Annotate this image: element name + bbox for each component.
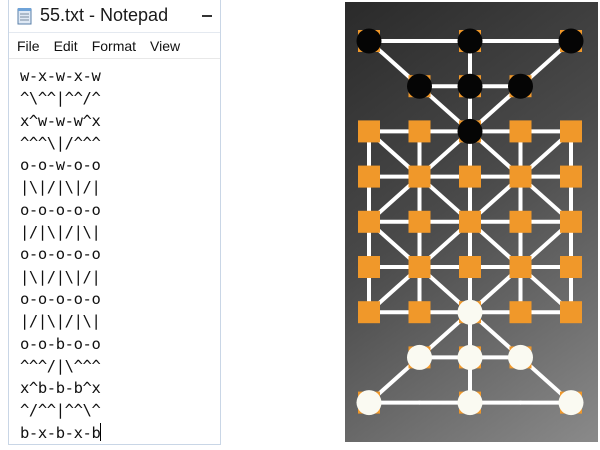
board-graphic — [356, 28, 584, 416]
last-line-text: b-x-b-x-b — [20, 423, 101, 442]
text-line: |\|/|\|/| — [20, 178, 101, 197]
empty-point — [408, 301, 431, 324]
empty-point — [509, 256, 532, 278]
text-line: o-o-o-o-o — [20, 200, 101, 219]
text-line: |/|\|/|\| — [20, 223, 101, 242]
black-piece — [508, 73, 533, 99]
empty-point — [509, 210, 532, 233]
empty-point — [408, 165, 431, 188]
white-piece — [558, 390, 584, 416]
black-piece — [407, 73, 432, 99]
text-line: ^\^^|^^/^ — [20, 89, 101, 108]
text-editor[interactable]: w-x-w-x-w ^\^^|^^/^ x^w-w-w^x ^^^\|/^^^ … — [9, 60, 220, 444]
white-piece — [356, 390, 382, 416]
empty-point — [408, 210, 431, 233]
minimize-button[interactable] — [198, 6, 216, 24]
menu-edit[interactable]: Edit — [53, 37, 78, 54]
game-board[interactable] — [345, 2, 598, 442]
text-line: b-x-b-x-b — [20, 422, 220, 444]
black-piece — [457, 73, 483, 99]
white-piece — [508, 344, 533, 370]
text-line: x^w-w-w^x — [20, 111, 101, 130]
empty-point — [509, 301, 532, 324]
white-piece — [407, 344, 432, 370]
empty-point — [509, 165, 532, 188]
empty-point — [408, 120, 431, 143]
black-piece — [558, 28, 584, 54]
notepad-icon — [17, 8, 32, 25]
text-line: ^^^/|\^^^ — [20, 356, 101, 375]
empty-point — [560, 301, 582, 324]
text-line: o-o-o-o-o — [20, 289, 101, 308]
menu-format[interactable]: Format — [91, 37, 137, 54]
text-line: |/|\|/|\| — [20, 312, 101, 331]
menu-view[interactable]: View — [150, 37, 181, 54]
text-line: o-o-o-o-o — [20, 245, 101, 264]
white-piece — [457, 390, 483, 416]
empty-point — [560, 210, 582, 233]
empty-point — [358, 165, 380, 188]
text-line: w-x-w-x-w — [20, 67, 101, 85]
window-title: 55.txt - Notepad — [40, 5, 169, 25]
text-line: o-o-b-o-o — [20, 334, 101, 353]
black-piece — [457, 118, 483, 144]
text-line: x^b-b-b^x — [20, 379, 101, 398]
board-points — [356, 28, 584, 416]
menu-file[interactable]: File — [17, 37, 40, 54]
empty-point — [358, 256, 380, 278]
menu-bar: File Edit Format View — [9, 33, 220, 59]
empty-point — [459, 210, 481, 233]
empty-point — [358, 210, 380, 233]
white-piece — [457, 299, 483, 325]
empty-point — [459, 165, 481, 188]
text-line: o-o-w-o-o — [20, 156, 101, 175]
empty-point — [509, 120, 532, 143]
text-caret — [100, 422, 102, 441]
title-bar[interactable]: 55.txt - Notepad — [9, 0, 220, 33]
empty-point — [358, 301, 380, 324]
empty-point — [358, 120, 380, 143]
empty-point — [560, 256, 582, 278]
empty-point — [408, 256, 431, 278]
black-piece — [356, 28, 382, 54]
text-line: |\|/|\|/| — [20, 267, 101, 286]
text-line: ^^^\|/^^^ — [20, 133, 101, 152]
empty-point — [560, 120, 582, 143]
notepad-window: 55.txt - Notepad File Edit Format View w… — [8, 0, 221, 445]
white-piece — [457, 344, 483, 370]
empty-point — [459, 256, 481, 278]
text-line: ^/^^|^^\^ — [20, 401, 101, 420]
black-piece — [457, 28, 483, 54]
empty-point — [560, 165, 582, 188]
